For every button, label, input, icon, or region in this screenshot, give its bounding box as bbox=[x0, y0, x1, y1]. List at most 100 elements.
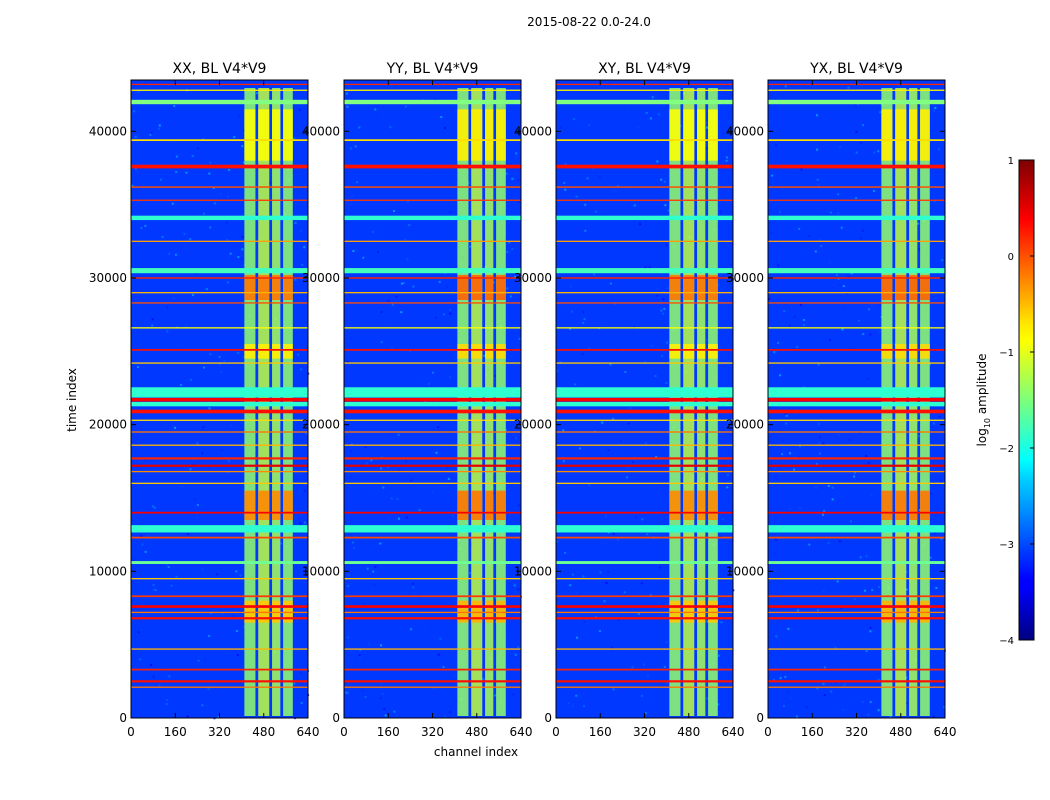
noise-pixel bbox=[227, 460, 230, 463]
band-time-block bbox=[683, 275, 695, 300]
noise-pixel bbox=[172, 297, 175, 300]
noise-pixel bbox=[570, 310, 573, 313]
noise-pixel bbox=[562, 429, 565, 432]
rfi-line bbox=[768, 561, 945, 564]
noise-pixel bbox=[151, 324, 154, 327]
noise-pixel bbox=[877, 586, 880, 589]
x-tick-label: 160 bbox=[801, 725, 824, 739]
noise-pixel bbox=[821, 513, 824, 516]
band-time-block bbox=[244, 600, 256, 623]
noise-pixel bbox=[905, 570, 908, 573]
rfi-line bbox=[768, 605, 945, 608]
noise-pixel bbox=[235, 630, 238, 633]
rfi-line bbox=[768, 240, 945, 242]
noise-pixel bbox=[780, 466, 783, 469]
noise-pixel bbox=[705, 126, 708, 129]
noise-pixel bbox=[803, 319, 806, 322]
rfi-line bbox=[768, 511, 945, 514]
noise-pixel bbox=[386, 466, 389, 469]
rfi-line bbox=[131, 139, 308, 142]
panel-2: YY, BL V4*V9 0 160 320 480 640 0 10000 20000 3000… bbox=[302, 61, 533, 739]
noise-pixel bbox=[303, 246, 306, 249]
noise-pixel bbox=[815, 486, 818, 489]
noise-pixel bbox=[778, 658, 781, 661]
noise-pixel bbox=[905, 702, 908, 705]
noise-pixel bbox=[201, 704, 204, 707]
noise-pixel bbox=[438, 280, 441, 283]
band-time-block bbox=[485, 600, 494, 623]
band-time-block bbox=[283, 600, 293, 623]
noise-pixel bbox=[564, 551, 567, 554]
noise-pixel bbox=[929, 556, 932, 559]
noise-pixel bbox=[146, 534, 149, 537]
rfi-line bbox=[556, 89, 733, 91]
noise-pixel bbox=[223, 359, 226, 362]
noise-pixel bbox=[294, 221, 297, 224]
noise-pixel bbox=[518, 337, 521, 340]
noise-pixel bbox=[583, 318, 586, 321]
noise-pixel bbox=[445, 467, 448, 470]
rfi-line bbox=[768, 611, 945, 614]
noise-pixel bbox=[209, 161, 212, 164]
y-tick-label: 40000 bbox=[89, 124, 127, 138]
noise-pixel bbox=[189, 620, 192, 623]
rfi-line bbox=[556, 578, 733, 580]
noise-pixel bbox=[575, 591, 578, 594]
noise-pixel bbox=[769, 120, 772, 123]
noise-pixel bbox=[453, 675, 456, 678]
noise-pixel bbox=[645, 111, 648, 114]
y-tick-label: 0 bbox=[332, 711, 340, 725]
noise-pixel bbox=[207, 687, 210, 690]
band-time-block bbox=[697, 600, 706, 623]
noise-pixel bbox=[240, 257, 243, 260]
noise-pixel bbox=[418, 509, 421, 512]
noise-pixel bbox=[571, 705, 574, 708]
noise-pixel bbox=[822, 590, 825, 593]
noise-pixel bbox=[800, 487, 803, 490]
noise-pixel bbox=[299, 522, 302, 525]
noise-pixel bbox=[294, 278, 297, 281]
noise-pixel bbox=[443, 715, 446, 718]
noise-pixel bbox=[649, 117, 652, 120]
rfi-line bbox=[556, 648, 733, 650]
noise-pixel bbox=[517, 504, 520, 507]
rfi-line bbox=[344, 605, 521, 608]
rfi-line bbox=[556, 561, 733, 564]
rfi-line bbox=[344, 302, 521, 304]
panel-title: YX, BL V4*V9 bbox=[809, 61, 903, 77]
x-tick-label: 640 bbox=[722, 725, 745, 739]
y-tick-label: 0 bbox=[119, 711, 127, 725]
noise-pixel bbox=[940, 537, 943, 540]
noise-pixel bbox=[362, 256, 365, 259]
noise-pixel bbox=[396, 210, 399, 213]
rfi-line bbox=[344, 595, 521, 598]
noise-pixel bbox=[781, 453, 784, 456]
noise-pixel bbox=[382, 486, 385, 489]
noise-pixel bbox=[588, 347, 591, 350]
noise-pixel bbox=[227, 281, 230, 284]
y-tick-label: 20000 bbox=[514, 418, 552, 432]
noise-pixel bbox=[816, 687, 819, 690]
band-time-block bbox=[471, 275, 483, 300]
x-tick-label: 320 bbox=[421, 725, 444, 739]
noise-pixel bbox=[186, 715, 189, 718]
noise-pixel bbox=[933, 109, 936, 112]
noise-pixel bbox=[213, 202, 216, 205]
noise-pixel bbox=[390, 497, 393, 500]
noise-pixel bbox=[219, 192, 222, 195]
noise-pixel bbox=[449, 308, 452, 311]
noise-pixel bbox=[393, 710, 396, 713]
noise-pixel bbox=[451, 514, 454, 517]
noise-pixel bbox=[935, 586, 938, 589]
noise-pixel bbox=[449, 376, 452, 379]
noise-pixel bbox=[836, 580, 839, 583]
noise-pixel bbox=[279, 542, 282, 545]
noise-pixel bbox=[646, 533, 649, 536]
noise-pixel bbox=[729, 479, 732, 482]
noise-pixel bbox=[429, 628, 432, 631]
noise-pixel bbox=[364, 696, 367, 699]
rfi-line bbox=[344, 668, 521, 671]
noise-pixel bbox=[830, 690, 833, 693]
noise-pixel bbox=[814, 250, 817, 253]
noise-pixel bbox=[299, 671, 302, 674]
